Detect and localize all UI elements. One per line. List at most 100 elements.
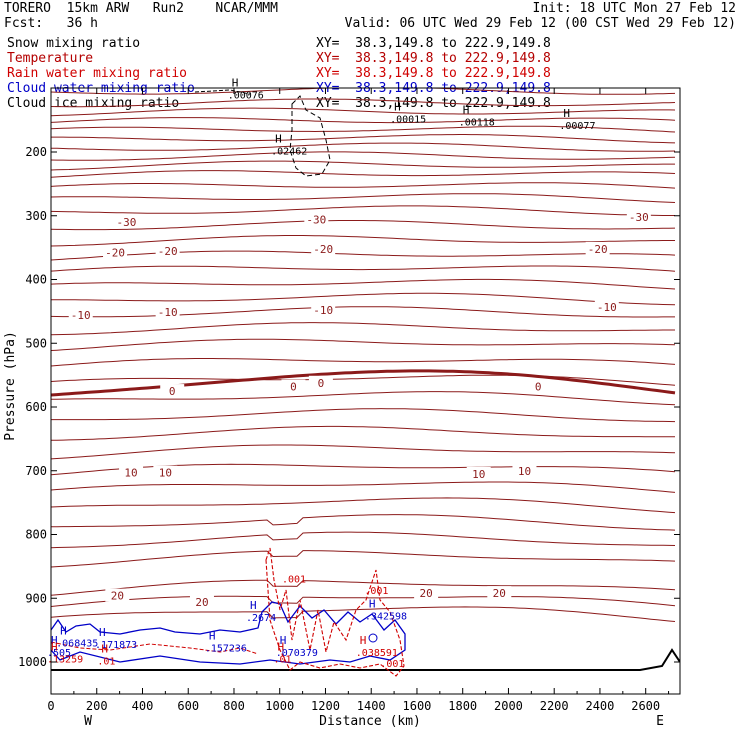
theta-contour: [51, 595, 676, 607]
theta-contour: [51, 497, 676, 514]
x-tick-label: 2600: [631, 699, 660, 713]
theta-contour: [51, 322, 675, 336]
temperature-label: -20: [105, 247, 125, 260]
theta-contour: [51, 142, 676, 152]
temperature-label: 0: [169, 385, 176, 398]
theta-contour: [51, 292, 676, 306]
temperature-label: -10: [313, 304, 333, 317]
theta-contour: [51, 205, 675, 216]
theta-contour: [51, 278, 676, 290]
contour-labels: -30 -30 -30 -20 -20 -20 -20 -10 -10 -10 -10 0 0 0 0 10 1…: [47, 76, 651, 670]
temperature-label: 0: [535, 381, 542, 394]
theta-contour: [51, 265, 676, 272]
temperature-label: -20: [313, 243, 333, 256]
y-tick-label: 900: [25, 591, 47, 605]
theta-contour: [51, 220, 676, 231]
freezing-level-contour: [51, 369, 676, 397]
x-tick-label: 0: [47, 699, 54, 713]
theta-contour: [51, 425, 675, 441]
maximum-marker: H: [563, 107, 570, 120]
temperature-label-bg: [308, 375, 333, 389]
maximum-marker: H: [101, 642, 108, 655]
header-forecast: Fcst: 36 h: [4, 16, 98, 31]
theta-contour: [51, 160, 675, 171]
theta-contour: [51, 250, 676, 261]
theta-contour: [51, 374, 676, 386]
maximum-marker: H: [209, 630, 216, 643]
theta-contour: [51, 151, 676, 161]
maximum-marker: H: [51, 634, 58, 647]
temperature-label: 20: [111, 590, 124, 603]
temperature-label: -20: [158, 245, 178, 258]
x-tick-label: 2200: [540, 699, 569, 713]
theta-contour: [51, 514, 676, 531]
potential-temperature-contours: [51, 88, 676, 622]
theta-contour: [51, 338, 676, 351]
terrain-line: [51, 648, 680, 671]
temperature-label: -10: [71, 309, 91, 322]
theta-contour: [51, 463, 676, 476]
temperature-label-bg: [512, 463, 537, 477]
theta-contour: [51, 193, 676, 203]
maximum-value: .01: [273, 654, 291, 665]
legend-temperature-xy: XY= 38.3,149.8 to 222.9,149.8: [316, 51, 551, 66]
temperature-label-bg: [594, 299, 619, 313]
maximum-value: .00015: [390, 114, 426, 125]
maximum-marker: H: [51, 640, 58, 653]
cloud-ice-contour: [289, 95, 331, 177]
x-tick-label: 1200: [311, 699, 340, 713]
maximum-marker: H: [99, 626, 106, 639]
x-tick-label: 1600: [403, 699, 432, 713]
rain-water-contour: [265, 547, 405, 677]
theta-contour: [51, 182, 676, 189]
temperature-label: 0: [290, 381, 297, 394]
maximum-marker: H: [369, 598, 376, 611]
plot-frame: [50, 87, 681, 695]
temperature-label-bg: [68, 308, 93, 322]
legend-snow-xy: XY= 38.3,149.8 to 222.9,149.8: [316, 36, 551, 51]
y-tick-label: 500: [25, 336, 47, 350]
theta-contour: [51, 606, 676, 622]
temperature-label: 10: [159, 467, 172, 480]
header-title: TORERO 15km ARW Run2 NCAR/MMM: [4, 1, 278, 16]
y-tick-label: 200: [25, 145, 47, 159]
maximum-marker: H: [394, 100, 401, 113]
temperature-label: 20: [493, 587, 506, 600]
temperature-label-bg: [311, 241, 336, 255]
theta-contour: [51, 117, 676, 124]
theta-contour: [51, 444, 676, 460]
theta-contour: [51, 88, 676, 95]
theta-contour: [51, 306, 675, 318]
temperature-label-bg: [281, 379, 306, 393]
maximum-value: .00118: [459, 118, 495, 129]
contour-value-label: .001: [364, 586, 388, 597]
temperature-label: 20: [195, 596, 208, 609]
temperature-label-bg: [304, 212, 329, 226]
y-axis-label: Pressure (hPa): [3, 331, 18, 441]
x-tick-label: 800: [223, 699, 245, 713]
maximum-value: .00077: [559, 121, 595, 132]
maximum-value: .505: [47, 648, 71, 659]
theta-contour: [51, 134, 676, 144]
y-tick-label: 300: [25, 209, 47, 223]
temperature-label-bg: [626, 210, 651, 224]
temperature-label: -10: [597, 301, 617, 314]
hydrometeor-contours: [51, 89, 406, 677]
temperature-label: 10: [472, 468, 485, 481]
x-tick-label: 2000: [494, 699, 523, 713]
temperature-label-bg: [466, 466, 491, 480]
legend-snow-label: Snow mixing ratio: [7, 36, 141, 51]
temperature-label-bg: [103, 245, 128, 259]
cloud-water-contour: [51, 601, 406, 665]
maximum-value: .13259: [47, 654, 83, 665]
temperature-label-bg: [414, 586, 439, 600]
legend-rain-xy: XY= 38.3,149.8 to 222.9,149.8: [316, 66, 551, 81]
temperature-label-bg: [155, 305, 180, 319]
maximum-value: .070379: [276, 648, 318, 659]
maximum-value: .157236: [205, 644, 247, 655]
theta-contour: [51, 408, 676, 423]
contour-value-label: .001: [380, 659, 404, 670]
theta-contour: [51, 235, 675, 247]
temperature-label-bg: [487, 586, 512, 600]
